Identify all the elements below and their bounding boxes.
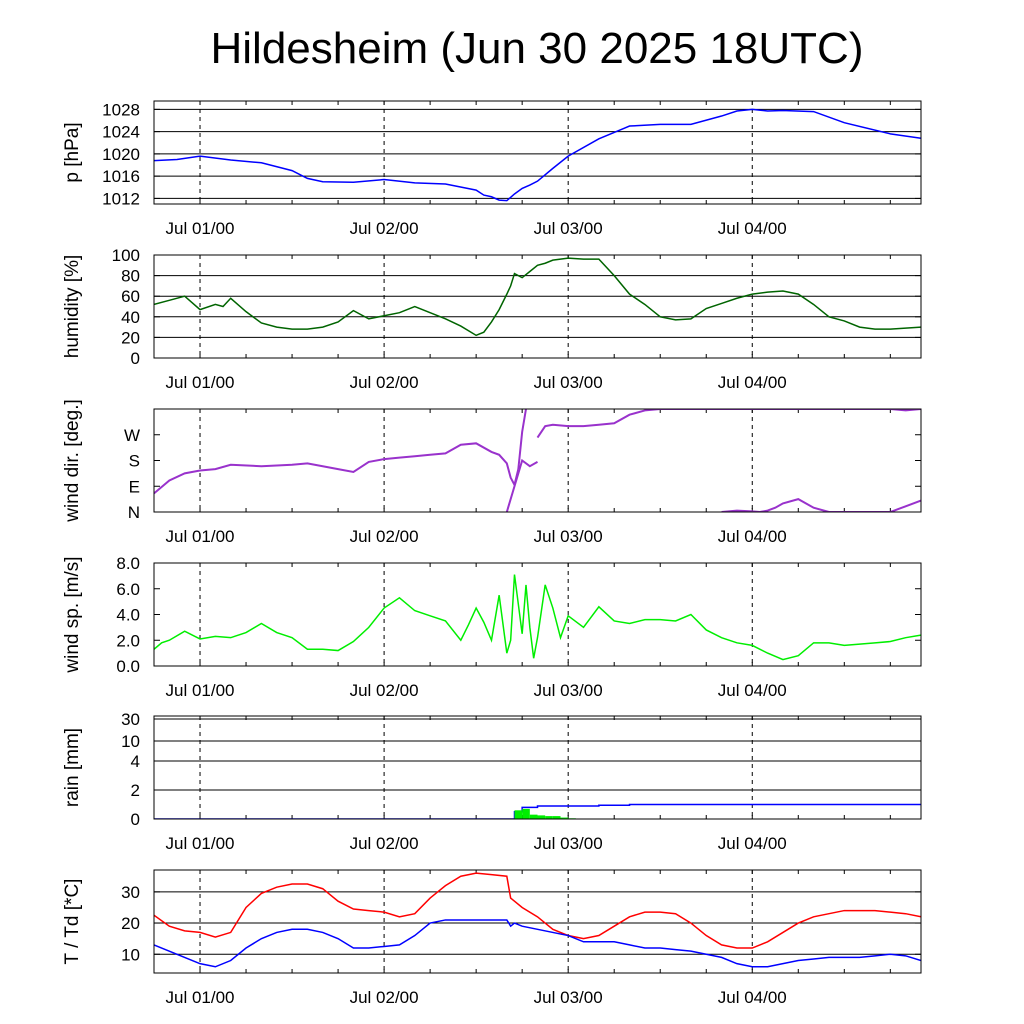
y-tick-label: 10 (121, 732, 140, 751)
rain-bar (522, 808, 530, 819)
pressure-panel: 1012 1016 1020 1024 1028 p [hPa] Jul 01/00 Jul … (62, 100, 922, 238)
y-tick-label: 8.0 (116, 554, 140, 573)
panel-frame (153, 869, 922, 974)
y-tick-label: 40 (121, 308, 140, 327)
y-tick-label: 1024 (102, 123, 140, 142)
y-tick-label: N (128, 503, 140, 522)
series-line (154, 442, 520, 495)
y-axis-label: humidity [%] (62, 255, 83, 358)
series-line (721, 498, 921, 512)
series-line (154, 574, 921, 661)
y-tick-label: 100 (112, 246, 140, 265)
x-tick-label: Jul 01/00 (166, 988, 235, 1007)
x-tick-label: Jul 04/00 (718, 219, 787, 238)
rain-bar (552, 816, 561, 819)
series-line (536, 409, 921, 439)
y-tick-label: S (129, 452, 140, 471)
x-tick-label: Jul 02/00 (350, 373, 419, 392)
y-tick-label: W (124, 426, 140, 445)
y-tick-label: 20 (121, 914, 140, 933)
x-tick-label: Jul 01/00 (166, 373, 235, 392)
y-tick-label: 1012 (102, 189, 140, 208)
y-tick-label: 10 (121, 945, 140, 964)
y-axis-label: p [hPa] (62, 122, 83, 182)
y-tick-label: 2 (131, 781, 140, 800)
rain-bar (514, 810, 523, 819)
y-tick-label: 0 (131, 810, 140, 829)
x-tick-label: Jul 02/00 (350, 219, 419, 238)
x-tick-label: Jul 03/00 (534, 219, 603, 238)
panel-frame (153, 408, 922, 513)
x-tick-label: Jul 04/00 (718, 373, 787, 392)
panel-frame (153, 100, 922, 205)
x-tick-label: Jul 01/00 (166, 219, 235, 238)
series-line (154, 872, 921, 949)
x-tick-label: Jul 02/00 (350, 834, 419, 853)
panel-frame (153, 254, 922, 359)
y-axis-label: T / Td [*C] (62, 879, 83, 965)
series-line (517, 409, 527, 470)
rain-bar (545, 816, 553, 819)
y-tick-label: 30 (121, 883, 140, 902)
series-line (505, 458, 538, 512)
y-tick-label: 4.0 (116, 606, 140, 625)
y-tick-label: 0 (131, 349, 140, 368)
rain-panel: 0 2 410 30 rain [mm] Jul 01/00 Jul 02/00 Jul 03… (62, 710, 922, 853)
y-tick-label: 0.0 (116, 657, 140, 676)
x-tick-label: Jul 03/00 (534, 681, 603, 700)
y-tick-label: 1020 (102, 145, 140, 164)
temperature-dewpoint-panel: 10 20 30 T / Td [*C] Jul 01/00 Jul 02/00 Jul 0… (62, 869, 922, 1007)
y-tick-label: 2.0 (116, 631, 140, 650)
y-tick-label: 20 (121, 328, 140, 347)
y-tick-label: 1028 (102, 100, 140, 119)
x-tick-label: Jul 04/00 (718, 988, 787, 1007)
chart-title: Hildesheim (Jun 30 2025 18UTC) (210, 24, 864, 73)
series-line (154, 108, 921, 202)
panel-frame (153, 562, 922, 667)
y-axis-label: wind sp. [m/s] (62, 556, 83, 673)
x-tick-label: Jul 04/00 (718, 681, 787, 700)
x-tick-label: Jul 02/00 (350, 681, 419, 700)
x-tick-label: Jul 01/00 (166, 681, 235, 700)
series-line (154, 919, 921, 968)
series-line (154, 257, 921, 337)
x-tick-label: Jul 03/00 (534, 373, 603, 392)
x-tick-label: Jul 02/00 (350, 988, 419, 1007)
y-axis-label: wind dir. [deg.] (62, 399, 83, 523)
x-tick-label: Jul 04/00 (718, 527, 787, 546)
y-tick-label: 30 (121, 710, 140, 729)
y-tick-label: E (129, 477, 140, 496)
y-tick-label: 4 (131, 752, 140, 771)
rain-bar (560, 817, 569, 819)
x-tick-label: Jul 02/00 (350, 527, 419, 546)
y-tick-label: 1016 (102, 167, 140, 186)
x-tick-label: Jul 01/00 (166, 834, 235, 853)
x-tick-label: Jul 03/00 (534, 988, 603, 1007)
x-tick-label: Jul 04/00 (718, 834, 787, 853)
x-tick-label: Jul 03/00 (534, 527, 603, 546)
x-tick-label: Jul 03/00 (534, 834, 603, 853)
y-tick-label: 80 (121, 267, 140, 286)
x-tick-label: Jul 01/00 (166, 527, 235, 546)
y-axis-label: rain [mm] (62, 728, 83, 807)
panel-frame (153, 715, 922, 820)
y-tick-label: 6.0 (116, 580, 140, 599)
wind-speed-panel: 0.0 2.0 4.0 6.0 8.0 wind sp. [m/s] Jul 01/00 Ju… (62, 554, 922, 700)
rain-bar (529, 814, 538, 819)
y-tick-label: 60 (121, 287, 140, 306)
rain-bar (537, 815, 546, 819)
